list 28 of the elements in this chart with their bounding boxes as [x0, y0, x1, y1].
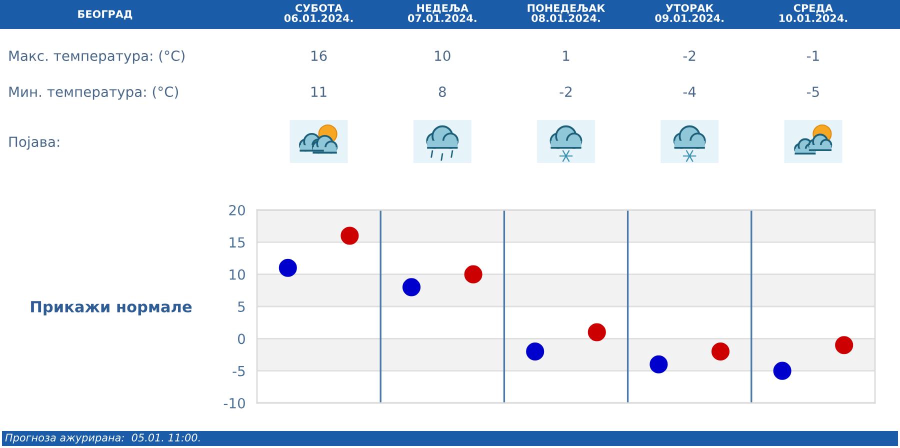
data-label: -5 — [806, 86, 819, 98]
y-tick-label: 5 — [238, 302, 245, 312]
y-tick-label: 15 — [230, 237, 245, 248]
data-label: -2 — [683, 50, 696, 61]
data-label: 1 — [563, 50, 570, 61]
data-label: 16 — [311, 50, 327, 62]
y-tick-label: 10 — [230, 269, 245, 280]
text: СУБОТА 06.01.2024. — [284, 4, 353, 22]
y-tick-label: 20 — [229, 204, 245, 216]
text: Макс. температура: (°C) — [9, 50, 184, 64]
text: УТОРАК 09.01.2024. — [655, 4, 724, 22]
text: БЕОГРАД — [78, 10, 132, 20]
text: Појава: — [9, 136, 60, 150]
y-tick-label: 0 — [238, 334, 245, 344]
text: НЕДЕЉА 07.01.2024. — [408, 4, 476, 22]
data-label: -2 — [560, 86, 572, 97]
text: СРЕДА 10.01.2024. — [779, 4, 848, 22]
text: Прогноза ажурирана: 05.01. 11:00. — [5, 434, 200, 444]
data-label: -4 — [683, 86, 696, 97]
y-tick-label: -10 — [224, 398, 245, 408]
data-label: -1 — [806, 50, 819, 61]
y-tick-label: -5 — [232, 366, 245, 376]
text: ПОНЕДЕЉАК 08.01.2024. — [528, 4, 606, 22]
data-label: 11 — [311, 86, 326, 97]
data-label: 8 — [438, 86, 446, 98]
text: Мин. температура: (°C) — [9, 86, 178, 100]
text: Прикажи нормале — [31, 301, 192, 316]
data-label: 10 — [435, 50, 450, 62]
